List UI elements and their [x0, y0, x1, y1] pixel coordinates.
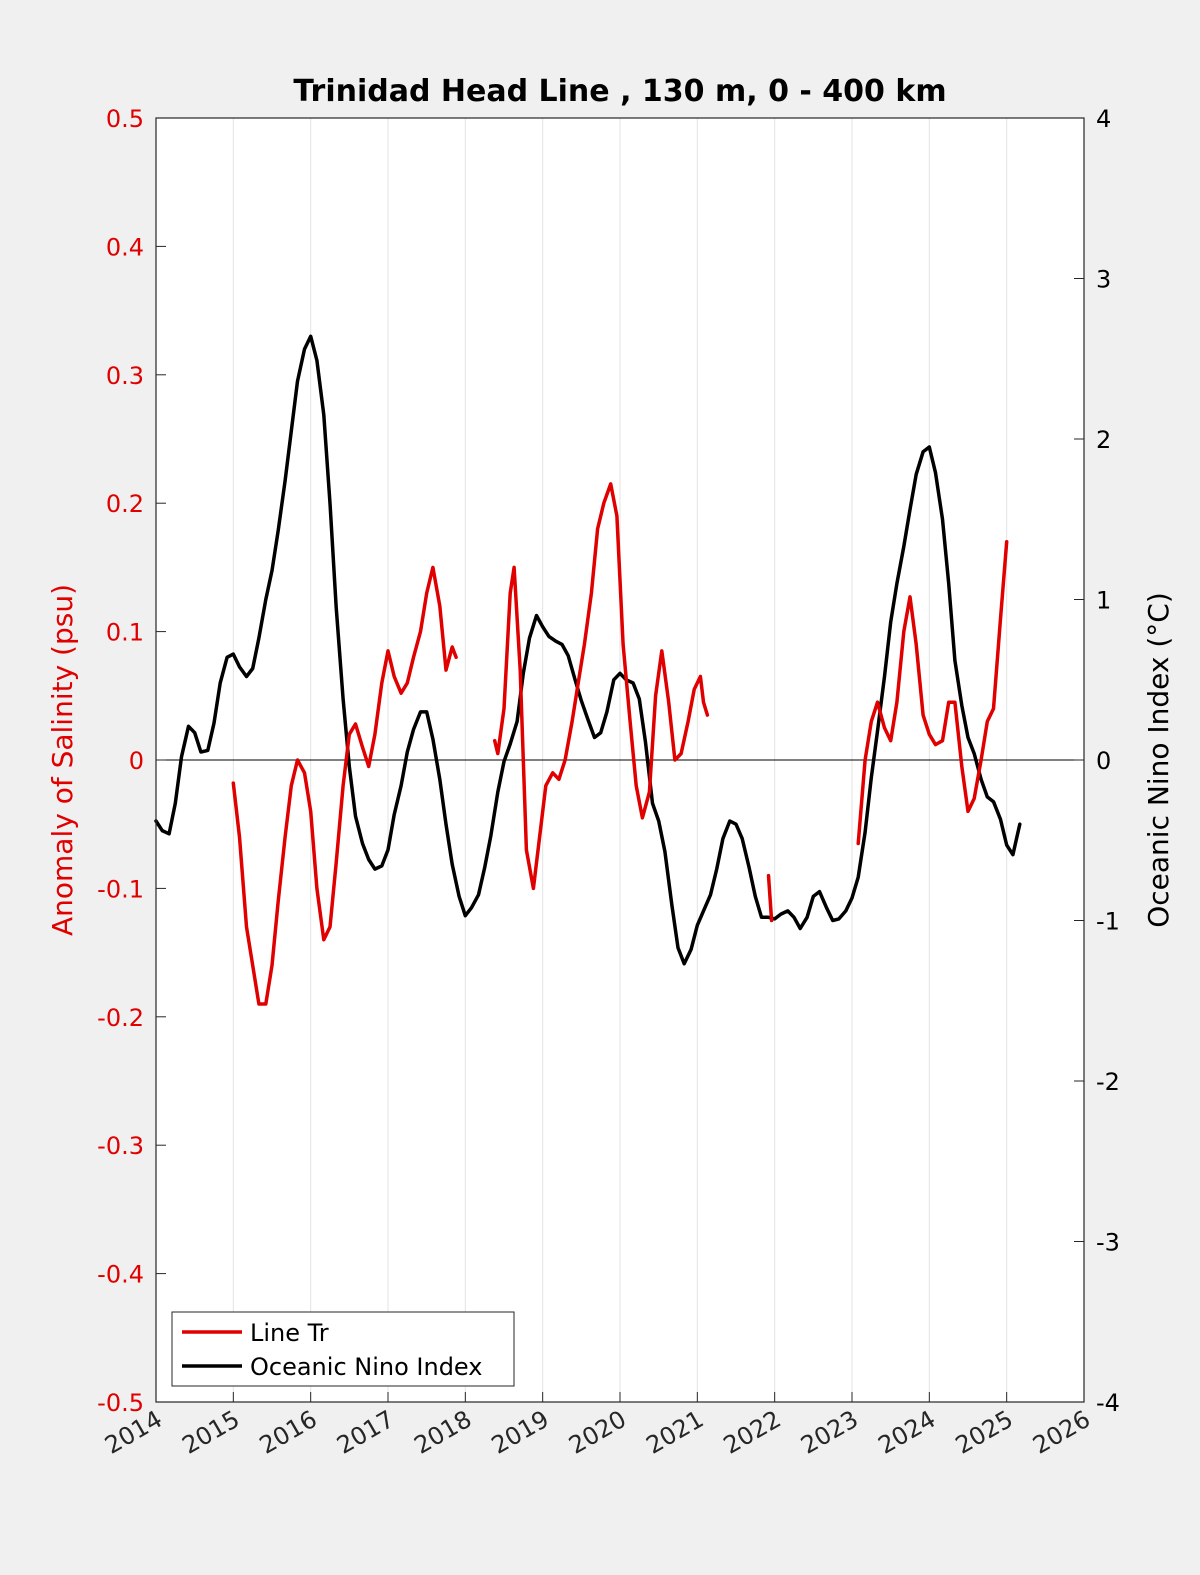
x-tick-label: 2017 [332, 1405, 399, 1460]
right-axis-label: Oceanic Nino Index (°C) [1142, 592, 1175, 928]
left-axis-ticks: 0.5 0.4 0.3 0.2 0.1 0 -0.1 -0.2 -0.3 -0.4 -0.5 [97, 105, 166, 1417]
x-tick-label: 2016 [255, 1405, 322, 1460]
left-tick-label: 0.4 [106, 233, 144, 261]
left-tick-label: -0.5 [97, 1389, 144, 1417]
right-tick-label: 3 [1096, 266, 1111, 294]
x-tick-label: 2023 [796, 1405, 863, 1460]
series-line-tr [492, 482, 710, 891]
right-tick-label: -1 [1096, 908, 1120, 936]
left-axis-label: Anomaly of Salinity (psu) [46, 584, 79, 936]
x-tick-label: 2015 [177, 1405, 244, 1460]
legend-box [171, 1311, 515, 1387]
left-tick-label: 0.2 [106, 490, 144, 518]
left-tick-label: -0.2 [97, 1004, 144, 1032]
right-tick-label: -3 [1096, 1229, 1120, 1257]
x-tick-label: 2022 [719, 1405, 786, 1460]
left-tick-label: 0.1 [106, 619, 144, 647]
right-tick-label: 4 [1096, 105, 1111, 133]
series-line-tr [766, 873, 774, 923]
x-tick-label: 2025 [951, 1405, 1018, 1460]
legend-label-oni: Oceanic Nino Index [250, 1353, 482, 1381]
left-tick-label: -0.1 [97, 875, 144, 903]
left-tick-label: -0.3 [97, 1132, 144, 1160]
left-tick-label: 0.3 [106, 362, 144, 390]
legend: Line Tr Oceanic Nino Index [171, 1311, 515, 1387]
right-axis-ticks: 4 3 2 1 0 -1 -2 -3 -4 [1074, 105, 1120, 1417]
x-tick-label: 2018 [409, 1405, 476, 1460]
x-tick-label: 2019 [487, 1405, 554, 1460]
right-tick-label: 1 [1096, 587, 1111, 615]
x-tick-label: 2021 [641, 1405, 708, 1460]
legend-label-line-tr: Line Tr [250, 1319, 329, 1347]
left-tick-label: -0.4 [97, 1261, 144, 1289]
right-tick-label: -4 [1096, 1389, 1120, 1417]
series-oceanic-nino-index [154, 334, 1022, 966]
right-tick-label: 2 [1096, 426, 1111, 454]
right-tick-label: -2 [1096, 1068, 1120, 1096]
chart-title: Trinidad Head Line , 130 m, 0 - 400 km [293, 74, 946, 109]
x-tick-label: 2026 [1028, 1405, 1095, 1460]
series-line-tr [231, 565, 458, 1006]
series-layer [154, 334, 1022, 1006]
right-tick-label: 0 [1096, 747, 1111, 775]
left-tick-label: 0.5 [106, 105, 144, 133]
x-tick-label: 2020 [564, 1405, 631, 1460]
series-line-tr [856, 539, 1009, 846]
left-tick-label: 0 [129, 747, 144, 775]
x-tick-label: 2024 [873, 1405, 940, 1460]
